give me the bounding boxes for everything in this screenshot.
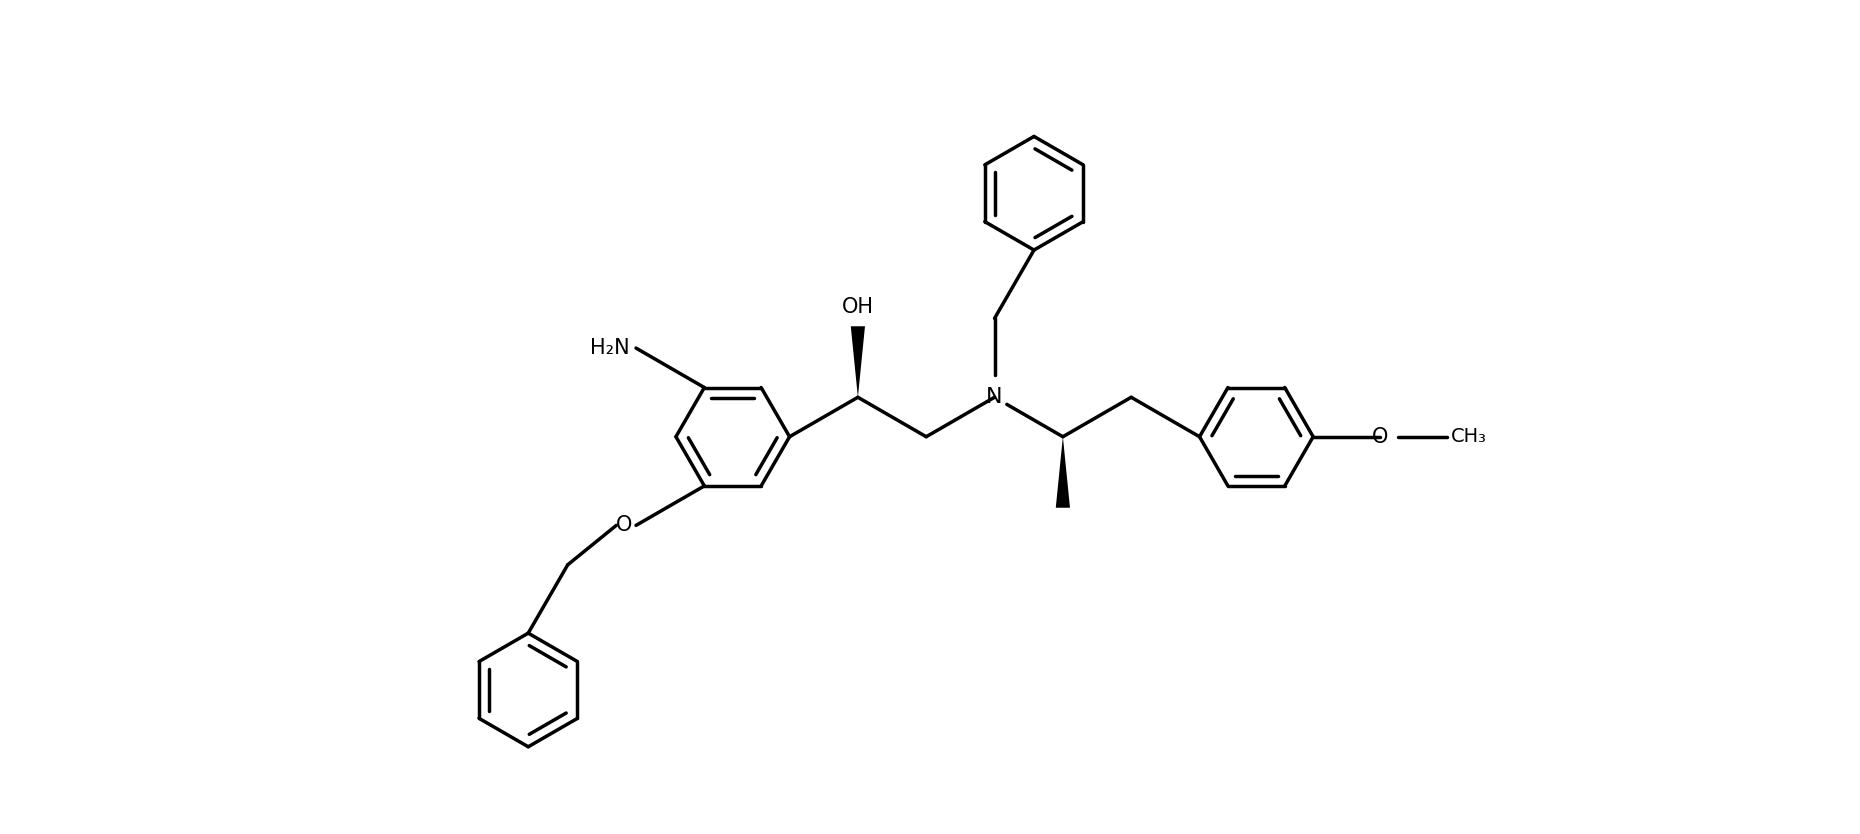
Polygon shape (1056, 437, 1070, 508)
Text: H₂N: H₂N (590, 338, 631, 358)
Polygon shape (850, 326, 865, 397)
Text: N: N (986, 387, 1003, 407)
Text: O: O (616, 515, 632, 535)
Text: CH₃: CH₃ (1451, 427, 1488, 446)
Text: O: O (1373, 427, 1388, 447)
Text: OH: OH (843, 297, 874, 317)
